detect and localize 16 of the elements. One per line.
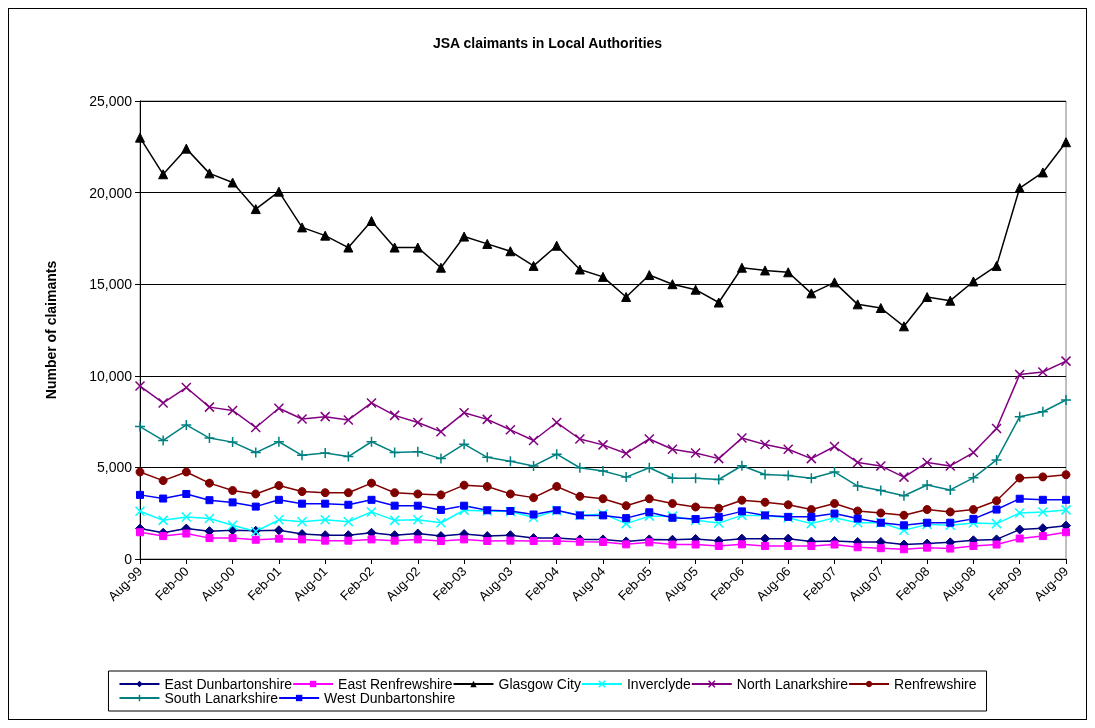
legend-label: North Lanarkshire (736, 676, 849, 692)
y-tick-label: 0 (124, 551, 133, 567)
legend-label: Inverclyde (626, 676, 691, 692)
legend-label: West Dunbartonshire (324, 690, 456, 706)
y-tick-label: 5,000 (96, 459, 133, 476)
legend-label: Renfrewshire (894, 676, 977, 692)
y-tick-label: 15,000 (89, 276, 133, 293)
y-tick-label: 10,000 (89, 367, 133, 384)
legend-label: East Dunbartonshire (164, 676, 293, 692)
y-tick-label: 25,000 (89, 93, 133, 109)
legend-label: East Renfrewshire (338, 676, 453, 692)
y-tick-label: 20,000 (89, 184, 133, 201)
legend-label: South Lanarkshire (164, 690, 279, 706)
legend-label: Glasgow City (498, 676, 581, 692)
chart-title: JSA claimants in Local Authorities (432, 35, 663, 51)
y-axis-title: Number of claimants (43, 260, 59, 400)
